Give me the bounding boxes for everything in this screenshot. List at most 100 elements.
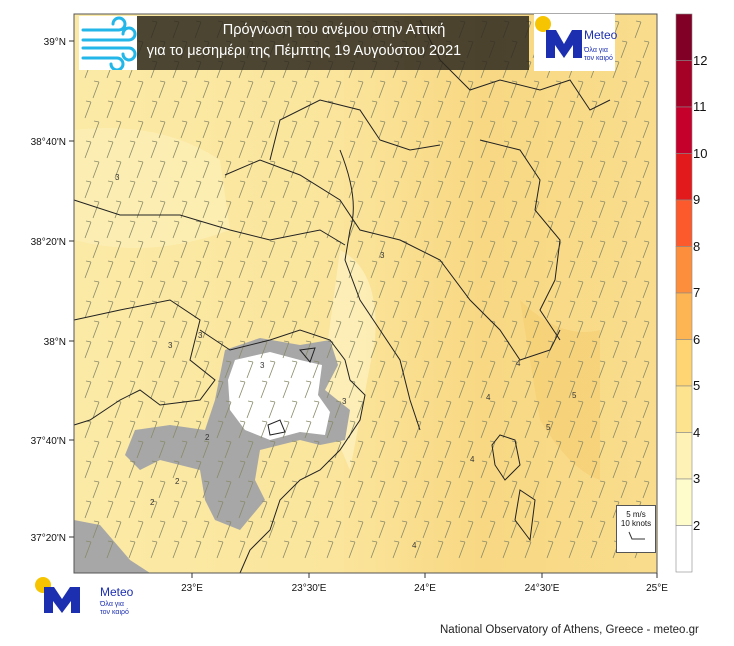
wind-barb (224, 120, 232, 139)
wind-barb (194, 300, 202, 319)
wind-barb (334, 360, 342, 379)
wind-barb (444, 120, 452, 139)
wind-barb (378, 480, 386, 499)
wind-barb (268, 160, 276, 179)
wind-barb (282, 100, 290, 119)
wind-barb (114, 520, 122, 539)
wind-barb (224, 320, 232, 339)
wind-barb (436, 380, 444, 399)
wind-barb (356, 440, 364, 459)
contour-label: 3 (115, 173, 120, 182)
wind-barb (524, 140, 532, 159)
wind-barb (92, 80, 100, 99)
wind-barb (436, 260, 444, 279)
contour-label: 4 (516, 359, 521, 368)
wind-barb (576, 200, 584, 219)
wind-barb (106, 540, 114, 559)
wind-barb (202, 160, 210, 179)
wind-barb (106, 500, 114, 519)
wind-barb (392, 340, 400, 359)
wind-barb (554, 280, 562, 299)
wind-barb (568, 260, 576, 279)
wind-barb (334, 280, 342, 299)
wind-barb (246, 400, 254, 419)
wind-barb (444, 320, 452, 339)
wind-barb (400, 520, 408, 539)
wind-barb (370, 260, 378, 279)
wind-barb-sample-icon (628, 531, 645, 540)
wind-barb (370, 460, 378, 479)
colorbar-segment (675, 60, 693, 108)
wind-barb (224, 400, 232, 419)
wind-barb (106, 260, 114, 279)
wind-barb (414, 300, 422, 319)
wind-barb (290, 360, 298, 379)
wind-barb (194, 540, 202, 559)
wind-barb (172, 220, 180, 239)
wind-barb (334, 520, 342, 539)
wind-barb (370, 100, 378, 119)
wind-barb (334, 320, 342, 339)
wind-barb (370, 180, 378, 199)
wind-barb (312, 160, 320, 179)
colorbar-label: 7 (693, 285, 701, 300)
wind-barb (590, 140, 598, 159)
wind-barb (260, 500, 268, 519)
wind-barb (224, 200, 232, 219)
wind-barb (510, 360, 518, 379)
wind-barb (414, 500, 422, 519)
wind-barb (590, 100, 598, 119)
wind-barb (92, 240, 100, 259)
wind-barb (356, 480, 364, 499)
wind-barb (488, 280, 496, 299)
colorbar-segment (675, 106, 693, 154)
wind-barb (524, 460, 532, 479)
wind-barb (106, 100, 114, 119)
wind-barb (158, 320, 166, 339)
wind-barb (224, 160, 232, 179)
contour-label: 3 (198, 331, 203, 340)
wind-barb (612, 260, 620, 279)
wind-barb (532, 440, 540, 459)
wind-barb (304, 380, 312, 399)
wind-barb (158, 480, 166, 499)
wind-barb (260, 420, 268, 439)
wind-barb (480, 260, 488, 279)
contour-label: 3 (260, 361, 265, 370)
wind-barb (260, 140, 268, 159)
wind-barb (422, 80, 430, 99)
wind-barb (260, 300, 268, 319)
wind-barb (400, 80, 408, 99)
colorbar-segment (675, 246, 693, 294)
wind-barb (554, 160, 562, 179)
wind-barb (180, 280, 188, 299)
wind-barb (634, 60, 642, 79)
wind-barb (136, 120, 144, 139)
wind-barb (598, 480, 606, 499)
wind-barb (458, 300, 466, 319)
wind-barb (290, 520, 298, 539)
wind-barb (466, 160, 474, 179)
wind-barb (532, 400, 540, 419)
wind-barb (150, 340, 158, 359)
wind-barb (268, 440, 276, 459)
wind-barb (458, 380, 466, 399)
wind-barb (224, 360, 232, 379)
wind-barb (392, 380, 400, 399)
wind-barb (216, 220, 224, 239)
wind-barb (334, 480, 342, 499)
wind-barb (224, 440, 232, 459)
wind-barb (216, 260, 224, 279)
wind-barb (128, 460, 136, 479)
wind-barb (458, 180, 466, 199)
wind-barb (378, 120, 386, 139)
wind-barb (128, 100, 136, 119)
wind-barb (576, 240, 584, 259)
wind-barb (136, 360, 144, 379)
wind-barb (356, 80, 364, 99)
wind-barb (642, 280, 650, 299)
wind-barb (554, 520, 562, 539)
wind-barb (202, 120, 210, 139)
wind-barb (546, 540, 554, 559)
wind-barb (392, 100, 400, 119)
